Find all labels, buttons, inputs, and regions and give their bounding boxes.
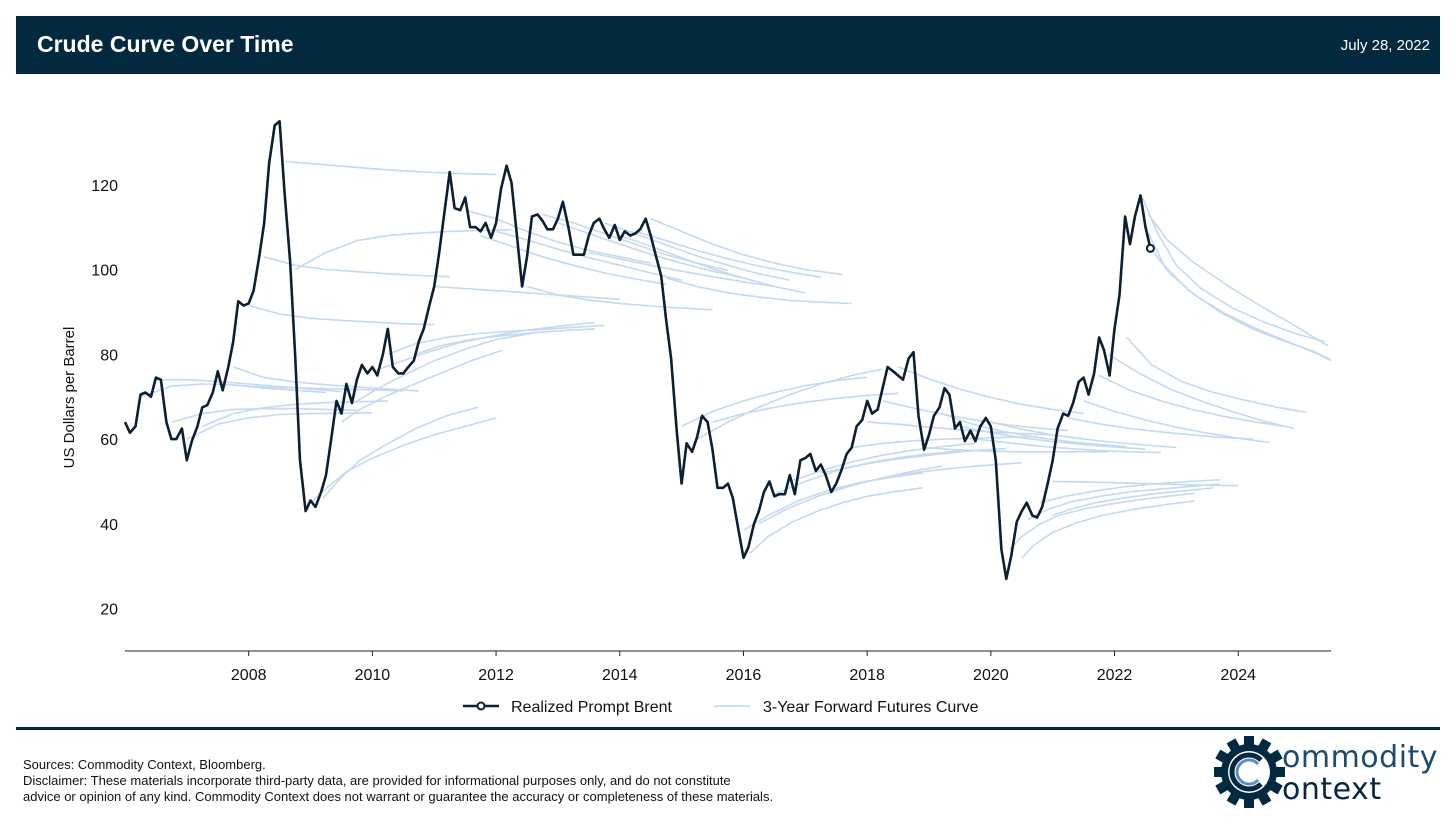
x-tick-label: 2010 [355, 667, 391, 684]
realized-end-marker [1145, 243, 1155, 253]
futures-curve-9 [285, 160, 497, 176]
futures-curve-31 [681, 376, 868, 428]
futures-curve-26 [604, 222, 790, 281]
futures-curve-2 [171, 407, 357, 423]
y-tick-label: 20 [100, 602, 118, 619]
futures-curve-55 [1052, 487, 1214, 517]
futures-curve-11 [309, 417, 497, 504]
futures-curve-30 [665, 277, 852, 305]
footer: Sources: Commodity Context, Bloomberg. D… [23, 757, 1173, 805]
chart: 20 40 60 80 100 120 2008 2010 2012 2014 2016 2018 20… [61, 119, 1332, 716]
futures-curve-14 [356, 332, 534, 402]
y-tick-label: 120 [91, 178, 118, 195]
y-axis-label: US Dollars per Barrel [61, 327, 78, 469]
futures-curve-58 [1098, 374, 1285, 428]
disclaimer-line-2: advice or opinion of any kind. Commodity… [23, 789, 774, 804]
futures-curve-5 [217, 383, 404, 392]
futures-curve-50 [1008, 492, 1195, 550]
y-tick-label: 40 [100, 517, 118, 534]
y-tick-label: 80 [100, 347, 118, 364]
futures-curve-51 [1021, 500, 1195, 559]
futures-curve-7 [248, 304, 435, 326]
futures-curve-59 [1107, 353, 1295, 430]
futures-curve-13 [341, 349, 503, 423]
futures-curve-54 [1052, 480, 1239, 487]
header-bar: Crude Curve Over Time July 28, 2022 [16, 16, 1440, 74]
futures-curve-45 [922, 446, 1109, 453]
futures-curve-52 [1027, 483, 1220, 521]
realized-series [123, 119, 1155, 581]
futures-curve-46 [941, 412, 1127, 448]
x-tick-label: 2008 [231, 667, 267, 684]
logo-word-2: ontext [1282, 772, 1382, 807]
x-tick-label: 2014 [602, 667, 638, 684]
futures-curve-40 [835, 462, 1022, 491]
futures-curve-29 [650, 217, 843, 276]
futures-curve-57 [1083, 400, 1270, 444]
futures-curve-12 [322, 406, 478, 499]
futures-curve-22 [526, 285, 713, 311]
futures-curve-10 [294, 228, 512, 271]
futures-curve-4 [201, 400, 388, 428]
futures-curve-44 [897, 366, 1084, 415]
futures-curve-35 [749, 487, 923, 555]
futures-curve-63 [1149, 247, 1332, 362]
futures-curve-48 [975, 438, 1161, 454]
x-tick-label: 2020 [973, 667, 1009, 684]
x-tick-label: 2018 [849, 667, 885, 684]
legend-marker-realized [476, 701, 486, 711]
logo-word-1: ommodity [1282, 740, 1439, 775]
y-tick-label: 60 [100, 432, 118, 449]
realized-line [123, 119, 1152, 581]
futures-curve-8 [263, 256, 450, 278]
futures-curve-6 [232, 366, 419, 392]
gear-c-icon [1214, 736, 1285, 808]
legend-label-curves: 3-Year Forward Futures Curve [763, 699, 979, 716]
axes: 20 40 60 80 100 120 2008 2010 2012 2014 2016 2018 20… [61, 178, 1331, 684]
futures-curve-25 [588, 251, 775, 288]
x-tick-label: 2024 [1220, 667, 1256, 684]
futures-curve-49 [990, 421, 1177, 449]
y-tick-label: 100 [91, 263, 118, 280]
futures-curve-62 [1144, 226, 1332, 361]
futures-curve-18 [434, 285, 620, 300]
futures-curve-42 [867, 421, 1053, 436]
futures-curve-38 [789, 442, 976, 483]
x-tick-label: 2016 [726, 667, 762, 684]
futures-curve-60 [1126, 336, 1307, 414]
futures-curve-1 [155, 378, 342, 393]
futures-curve-41 [851, 435, 1038, 449]
x-tick-label: 2022 [1097, 667, 1133, 684]
futures-curve-33 [712, 392, 899, 423]
futures-curve-17 [415, 328, 596, 356]
futures-curve-43 [882, 400, 1069, 432]
futures-curve-56 [1068, 417, 1254, 440]
futures-curve-21 [495, 230, 682, 281]
futures-curve-20 [480, 234, 667, 286]
futures-curve-28 [634, 230, 821, 278]
futures-curve-3 [186, 412, 373, 440]
futures-curve-37 [774, 450, 960, 495]
disclaimer-line-1: Disclaimer: These materials incorporate … [23, 773, 731, 788]
sources-text: Sources: Commodity Context, Bloomberg. [23, 757, 266, 772]
legend-label-realized: Realized Prompt Brent [511, 699, 673, 716]
futures-curve-16 [387, 324, 605, 356]
legend: Realized Prompt Brent 3-Year Forward Futu… [463, 699, 979, 716]
report-date: July 28, 2022 [1340, 37, 1430, 54]
futures-curve-64 [1147, 213, 1329, 347]
page-title: Crude Curve Over Time [37, 31, 294, 57]
futures-curve-27 [619, 234, 806, 294]
futures-curve-61 [1141, 197, 1326, 343]
footer-divider [16, 727, 1440, 730]
futures-curve-53 [1040, 479, 1220, 504]
x-tick-label: 2012 [478, 667, 514, 684]
futures-curve-32 [696, 368, 883, 440]
futures-curves [140, 160, 1332, 559]
